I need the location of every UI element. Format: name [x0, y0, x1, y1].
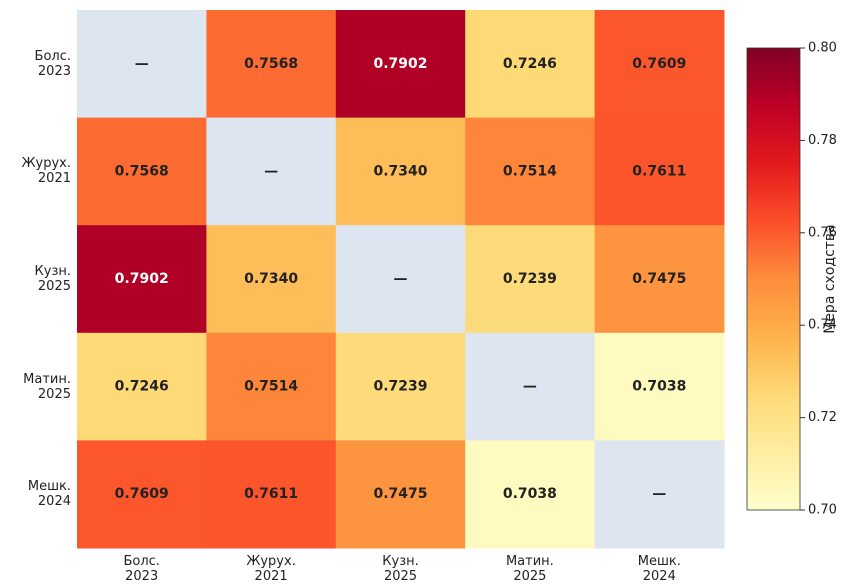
cell-label: 0.7475: [632, 271, 686, 287]
x-tick-label: Матин. 2025: [505, 554, 554, 584]
x-tick-label: Журух. 2021: [246, 554, 296, 584]
cell-label: 0.7514: [503, 163, 557, 179]
cell: [594, 10, 725, 119]
cell: [465, 117, 596, 226]
empty-cell: [335, 225, 466, 334]
cell: [335, 440, 466, 549]
cell: [206, 440, 337, 549]
cell-label: 0.7340: [373, 163, 427, 179]
cell-label: 0.7475: [373, 486, 427, 502]
cell-label: 0.7514: [244, 379, 298, 395]
empty-cell: [594, 440, 725, 549]
cell-label: 0.7568: [115, 163, 169, 179]
cell: [465, 440, 596, 549]
cell: [206, 332, 337, 441]
cell: [206, 10, 337, 119]
empty-cell: [77, 10, 207, 119]
colorbar-tick-label: 0.72: [808, 410, 837, 425]
x-tick-label: Болс. 2023: [123, 554, 160, 584]
cell: [77, 332, 207, 441]
cell-label: —: [523, 379, 537, 395]
x-tick-label: Мешк. 2024: [637, 554, 681, 584]
cell-label: 0.7246: [503, 56, 557, 72]
cell-label: 0.7902: [373, 56, 427, 72]
cell-label: 0.7609: [632, 56, 686, 72]
cell-label: 0.7239: [373, 379, 427, 395]
colorbar-tick-label: 0.76: [808, 225, 837, 240]
cell: [465, 10, 596, 119]
colorbar-tick-label: 0.70: [808, 503, 837, 518]
cell: [465, 225, 596, 334]
cell-label: —: [135, 56, 149, 72]
y-tick-label: Матин. 2025: [23, 371, 71, 402]
cell: [77, 117, 207, 226]
cell-label: 0.7340: [244, 271, 298, 287]
y-tick-label: Мешк. 2024: [27, 479, 71, 510]
colorbar: [746, 47, 801, 511]
empty-cell: [465, 332, 596, 441]
colorbar-tick-label: 0.78: [808, 133, 837, 148]
cell: [594, 332, 725, 441]
y-tick-label: Кузн. 2025: [34, 264, 71, 294]
cell-label: 0.7902: [115, 271, 169, 287]
colorbar-tick-label: 0.80: [808, 41, 837, 56]
cell-label: 0.7609: [115, 486, 169, 502]
colorbar-tick-label: 0.74: [808, 318, 837, 333]
cell-label: —: [394, 271, 408, 287]
cell: [77, 225, 207, 334]
cell: [335, 117, 466, 226]
cell-label: 0.7246: [115, 379, 169, 395]
cell-label: —: [264, 163, 278, 179]
cell: [335, 332, 466, 441]
cell-label: 0.7611: [632, 163, 686, 179]
x-tick-label: Кузн. 2025: [382, 554, 419, 584]
cell-label: 0.7611: [244, 486, 298, 502]
y-tick-label: Журух. 2021: [21, 156, 71, 187]
cell: [206, 225, 337, 334]
cell: [594, 117, 725, 226]
cell: [335, 10, 466, 119]
cell-label: 0.7038: [632, 379, 686, 395]
y-tick-label: Болс. 2023: [34, 48, 71, 79]
cell-label: —: [652, 486, 666, 502]
empty-cell: [206, 117, 337, 226]
colorbar-label: Мера сходства: [822, 224, 838, 334]
cell-label: 0.7038: [503, 486, 557, 502]
cell-label: 0.7239: [503, 271, 557, 287]
cell-label: 0.7568: [244, 56, 298, 72]
cell: [594, 225, 725, 334]
cell: [77, 440, 207, 549]
